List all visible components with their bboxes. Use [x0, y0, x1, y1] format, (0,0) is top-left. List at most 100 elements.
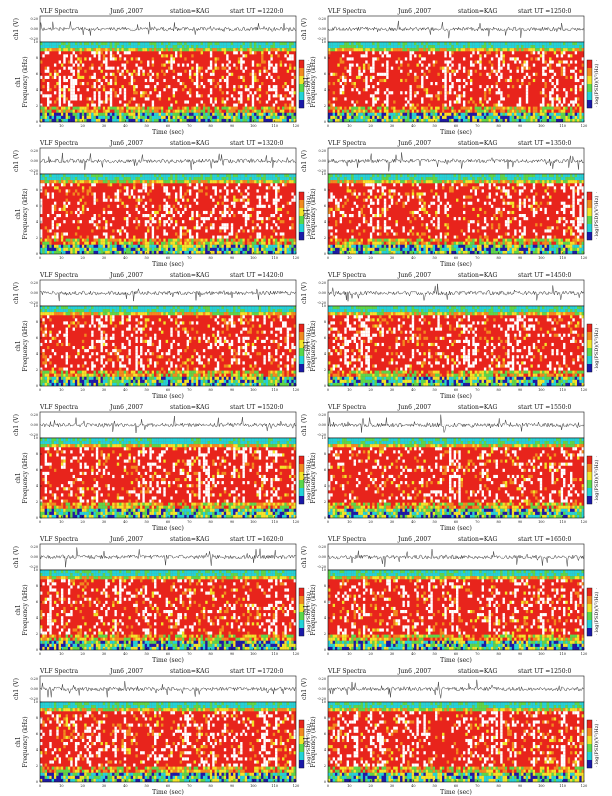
spectrogram-cell — [159, 180, 161, 183]
spectrogram-cell — [463, 67, 465, 70]
spectrogram-cell — [535, 116, 537, 119]
spectrogram-cell — [166, 186, 168, 189]
x-tick-label: 0 — [39, 256, 41, 260]
spectrogram-cell — [389, 242, 391, 245]
spectrogram-cell — [208, 180, 210, 183]
time-tick-label: 0.20 — [318, 17, 326, 21]
spectrogram-cell — [266, 42, 268, 45]
spectrogram-cell — [395, 220, 397, 223]
spectrogram-cell — [54, 242, 56, 245]
spectrogram-cell — [252, 42, 254, 45]
spectrogram-cell — [61, 248, 63, 251]
spectrogram-cell — [356, 119, 358, 122]
spectrogram-cell — [133, 91, 135, 94]
spectrogram-cell — [280, 242, 282, 245]
spectrogram-cell — [426, 107, 428, 110]
spectrogram-cell — [405, 42, 407, 45]
spectrogram-cell — [140, 45, 142, 48]
spectrogram-cell — [428, 70, 430, 73]
spectrogram-cell — [96, 223, 98, 226]
spectrogram-cell — [407, 110, 409, 113]
spectrogram-cell — [73, 116, 75, 119]
spectrogram-cell — [442, 79, 444, 82]
spectrogram-cell — [477, 60, 479, 63]
spectrogram-cell — [347, 45, 349, 48]
spectrogram-cell — [231, 42, 233, 45]
spectrogram-cell — [419, 107, 421, 110]
panel-start-time: start UT =1320:0 — [230, 140, 284, 147]
spectrogram-cell — [75, 82, 77, 85]
spectrogram-cell — [117, 51, 119, 54]
spectrogram-cell — [409, 70, 411, 73]
spectrogram-cell — [105, 119, 107, 122]
spectrogram-cell — [226, 211, 228, 214]
spectrogram-cell — [547, 45, 549, 48]
spectrogram-cell — [198, 48, 200, 51]
y-tick-label: 2 — [36, 236, 38, 240]
spectrogram-cell — [266, 110, 268, 113]
spectrogram-cell — [377, 116, 379, 119]
spectrogram-cell — [235, 245, 237, 248]
spectrogram-cell — [63, 202, 65, 205]
spectrogram-cell — [210, 88, 212, 91]
spectrogram-cell — [479, 113, 481, 116]
spectrogram-cell — [395, 239, 397, 242]
spectrogram-cell — [289, 97, 291, 100]
spectrogram-cell — [347, 116, 349, 119]
spectrogram-cell — [124, 177, 126, 180]
spectrogram-cell — [82, 186, 84, 189]
spectrogram-cell — [254, 107, 256, 110]
spectrogram-cell — [291, 180, 293, 183]
spectrogram-cell — [458, 64, 460, 67]
spectrogram-cell — [521, 82, 523, 85]
spectrogram-cell — [52, 239, 54, 242]
spectrogram-cell — [107, 251, 109, 254]
spectrogram-cell — [266, 180, 268, 183]
spectrogram-cell — [261, 248, 263, 251]
spectrogram-cell — [575, 119, 577, 122]
spectrogram-cell — [507, 113, 509, 116]
spectrogram-cell — [175, 245, 177, 248]
spectrogram-cell — [423, 113, 425, 116]
spectrogram-cell — [166, 251, 168, 254]
spectrogram-cell — [561, 70, 563, 73]
spectrogram-cell — [196, 85, 198, 88]
spectrogram-cell — [114, 177, 116, 180]
spectrogram-cell — [416, 113, 418, 116]
spectrogram-cell — [377, 180, 379, 183]
spectrogram-cell — [570, 107, 572, 110]
spectrogram-cell — [514, 110, 516, 113]
spectrogram-cell — [500, 76, 502, 79]
spectrogram-cell — [173, 94, 175, 97]
spectrogram-cell — [333, 242, 335, 245]
spectrogram-cell — [412, 104, 414, 107]
spectrogram-cell — [572, 107, 574, 110]
spectrogram-cell — [542, 88, 544, 91]
spectrogram-cell — [170, 217, 172, 220]
spectrogram-cell — [282, 110, 284, 113]
spectrogram-cell — [177, 251, 179, 254]
spectrogram-cell — [377, 110, 379, 113]
spectrogram-cell — [517, 104, 519, 107]
spectrogram-cell — [284, 42, 286, 45]
spectrogram-cell — [66, 214, 68, 217]
spectrogram-cell — [470, 97, 472, 100]
spectrogram-cell — [103, 242, 105, 245]
spectrogram-cell — [358, 70, 360, 73]
spectrogram-cell — [572, 42, 574, 45]
spectrogram-cell — [215, 251, 217, 254]
spectrogram-cell — [414, 48, 416, 51]
spectrogram-cell — [386, 67, 388, 70]
spectrogram-cell — [91, 48, 93, 51]
spectrogram-cell — [537, 48, 539, 51]
spectrogram-cell — [103, 100, 105, 103]
spectrogram-cell — [266, 217, 268, 220]
spectrogram-cell — [582, 76, 584, 79]
spectrogram-cell — [147, 64, 149, 67]
spectrogram-cell — [110, 79, 112, 82]
spectrogram-cell — [54, 110, 56, 113]
spectrogram-cell — [249, 45, 251, 48]
spectrogram-cell — [168, 97, 170, 100]
spectrogram-cell — [152, 226, 154, 229]
spectrogram-cell — [242, 107, 244, 110]
